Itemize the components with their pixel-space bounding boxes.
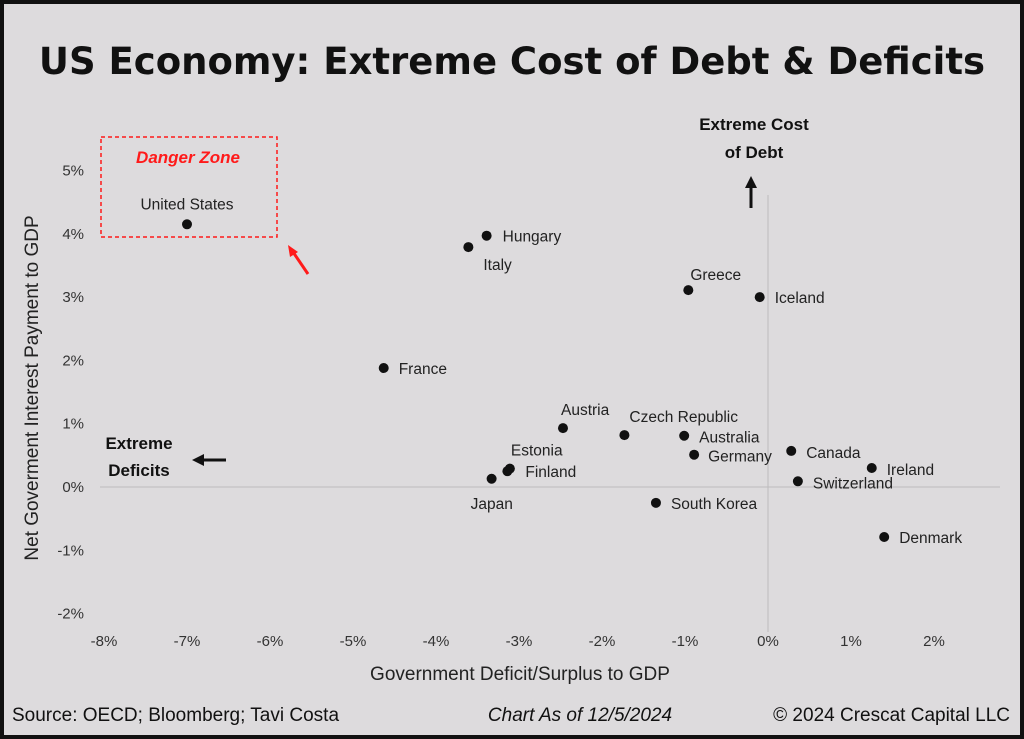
x-tick-label: -6% bbox=[257, 633, 284, 650]
y-tick-label: -1% bbox=[57, 542, 84, 559]
data-point bbox=[502, 466, 513, 477]
data-point bbox=[182, 219, 192, 230]
data-point bbox=[557, 423, 568, 434]
point-label: Germany bbox=[708, 449, 772, 466]
point-label: Canada bbox=[806, 445, 861, 462]
x-tick-label: -4% bbox=[423, 633, 450, 650]
data-point bbox=[378, 362, 389, 373]
point-label: Switzerland bbox=[813, 475, 893, 492]
x-tick-label: -7% bbox=[174, 633, 201, 650]
extreme-cost-label-2: of Debt bbox=[725, 143, 784, 162]
data-point bbox=[481, 230, 492, 241]
y-tick-label: 1% bbox=[62, 416, 84, 433]
data-point bbox=[754, 292, 765, 303]
point-label: Japan bbox=[471, 496, 513, 513]
danger-zone-label: Danger Zone bbox=[136, 148, 240, 167]
chart-title: US Economy: Extreme Cost of Debt & Defic… bbox=[39, 40, 985, 83]
point-label: France bbox=[399, 361, 447, 378]
data-point bbox=[683, 285, 694, 296]
y-tick-label: 5% bbox=[62, 163, 84, 180]
x-tick-label: -5% bbox=[340, 633, 367, 650]
point-label: Austria bbox=[561, 402, 610, 419]
point-label: Czech Republic bbox=[629, 409, 738, 426]
point-label: Greece bbox=[690, 267, 741, 284]
data-point bbox=[650, 497, 661, 508]
x-tick-label: -1% bbox=[672, 633, 699, 650]
x-tick-label: 0% bbox=[757, 633, 779, 650]
x-tick-label: -3% bbox=[506, 633, 533, 650]
y-tick-label: 2% bbox=[62, 352, 84, 369]
point-label: Australia bbox=[699, 430, 760, 447]
source-note: Source: OECD; Bloomberg; Tavi Costa bbox=[12, 705, 339, 726]
data-point bbox=[619, 430, 630, 441]
danger-arrow-icon bbox=[288, 245, 310, 275]
arrow-up-icon bbox=[745, 176, 757, 208]
extreme-cost-label-1: Extreme Cost bbox=[699, 115, 809, 134]
point-label: Hungary bbox=[503, 229, 562, 246]
y-tick-label: 4% bbox=[62, 226, 84, 243]
y-tick-label: 3% bbox=[62, 289, 84, 306]
extreme-deficits-label-2: Deficits bbox=[108, 461, 169, 480]
data-point bbox=[679, 430, 690, 441]
point-label: South Korea bbox=[671, 496, 758, 513]
data-point bbox=[879, 532, 890, 543]
point-label: Ireland bbox=[887, 462, 934, 479]
x-tick-label: -8% bbox=[91, 633, 118, 650]
data-point bbox=[786, 445, 797, 456]
x-tick-label: 2% bbox=[923, 633, 945, 650]
point-label: Denmark bbox=[899, 530, 962, 547]
x-axis-label: Government Deficit/Surplus to GDP bbox=[370, 664, 670, 685]
data-point bbox=[866, 463, 877, 474]
point-label: Finland bbox=[525, 464, 576, 481]
copyright: © 2024 Crescat Capital LLC bbox=[773, 705, 1010, 726]
x-tick-label: 1% bbox=[840, 633, 862, 650]
x-tick-label: -2% bbox=[589, 633, 616, 650]
point-label: Iceland bbox=[775, 290, 825, 307]
y-tick-label: 0% bbox=[62, 479, 84, 496]
arrow-left-icon bbox=[192, 454, 226, 466]
extreme-deficits-label-1: Extreme bbox=[105, 434, 172, 453]
data-point bbox=[689, 449, 700, 460]
y-axis-label: Net Goverment Interest Payment to GDP bbox=[22, 215, 43, 560]
point-label: United States bbox=[140, 196, 233, 213]
data-point bbox=[486, 473, 497, 484]
chart-date: Chart As of 12/5/2024 bbox=[488, 705, 672, 726]
data-point bbox=[463, 242, 474, 253]
danger-zone-box bbox=[100, 136, 278, 238]
point-label: Italy bbox=[483, 257, 512, 274]
y-tick-label: -2% bbox=[57, 606, 84, 623]
point-label: Estonia bbox=[511, 443, 563, 460]
data-point bbox=[792, 476, 803, 487]
